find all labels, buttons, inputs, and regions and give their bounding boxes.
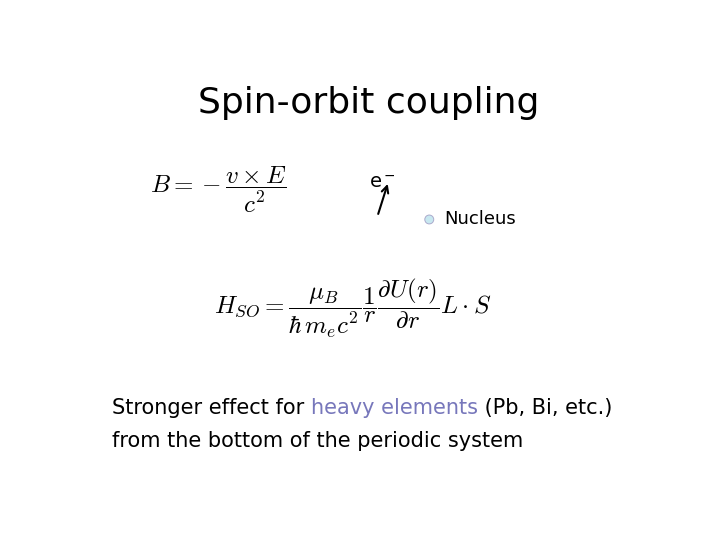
Text: Nucleus: Nucleus	[444, 211, 516, 228]
Text: heavy elements: heavy elements	[311, 398, 478, 418]
Text: (Pb, Bi, etc.): (Pb, Bi, etc.)	[478, 398, 613, 418]
Text: Spin-orbit coupling: Spin-orbit coupling	[198, 85, 540, 119]
Text: $H_{SO} = \dfrac{\mu_B}{\hbar \, m_e c^2} \dfrac{1}{r} \dfrac{\partial U(r)}{\pa: $H_{SO} = \dfrac{\mu_B}{\hbar \, m_e c^2…	[214, 276, 491, 340]
Text: e$^-$: e$^-$	[369, 173, 396, 192]
Text: from the bottom of the periodic system: from the bottom of the periodic system	[112, 431, 523, 451]
Text: Stronger effect for: Stronger effect for	[112, 398, 311, 418]
Ellipse shape	[425, 215, 433, 224]
Text: $B = -\dfrac{v \times E}{c^2}$: $B = -\dfrac{v \times E}{c^2}$	[150, 164, 287, 215]
